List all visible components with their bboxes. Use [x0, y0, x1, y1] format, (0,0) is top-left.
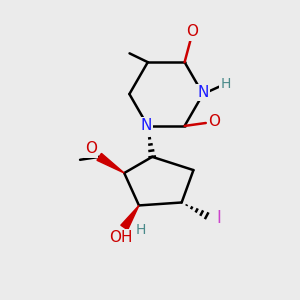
Text: H: H [220, 77, 231, 91]
Text: O: O [208, 114, 220, 129]
Text: I: I [217, 209, 221, 227]
Text: H: H [135, 224, 146, 238]
Text: O: O [186, 24, 198, 39]
Text: N: N [141, 118, 152, 134]
Text: O: O [85, 141, 97, 156]
Text: N: N [197, 85, 209, 100]
Polygon shape [97, 153, 124, 173]
Polygon shape [121, 206, 139, 230]
Text: OH: OH [110, 230, 133, 245]
